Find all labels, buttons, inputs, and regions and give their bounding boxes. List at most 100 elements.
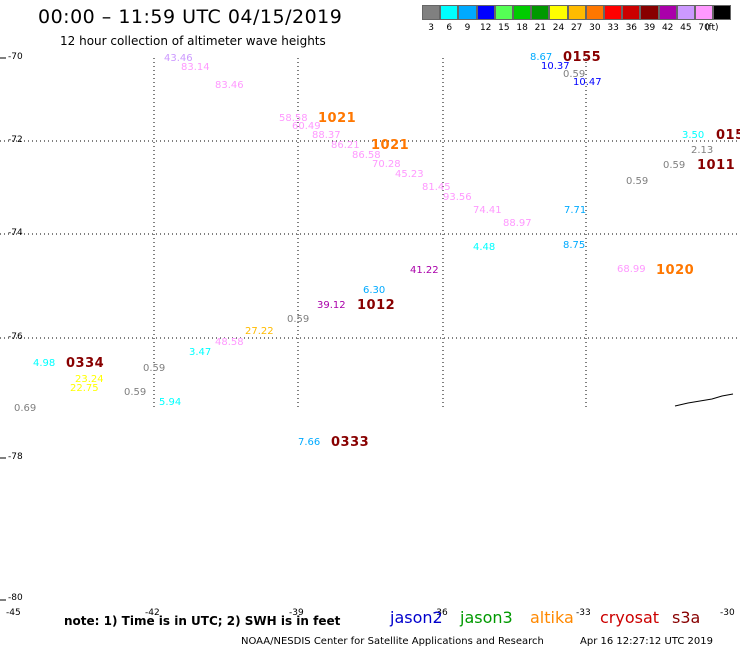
colorbar-swatch (440, 5, 459, 20)
wave-height-label: 60.49 (292, 121, 321, 132)
wave-height-label: 74.41 (473, 205, 502, 216)
wave-height-label: 0.59 (563, 69, 586, 80)
colorbar-tick-label: 21 (534, 23, 547, 33)
wave-height-label: 3.47 (189, 347, 212, 358)
wave-height-label: 7.71 (564, 205, 587, 216)
lat-label: -70 (8, 52, 23, 62)
wave-height-label: 88.37 (312, 130, 341, 141)
lon-label: -36 (433, 608, 448, 618)
units-note: note: 1) Time is in UTC; 2) SWH is in fe… (64, 614, 341, 628)
pass-time-label: 0333 (331, 435, 370, 450)
pass-time-label: 1012 (357, 298, 396, 313)
wave-height-label: 70.28 (372, 159, 401, 170)
colorbar-legend: 3 6 9 12 15 18 21 24 27 30 33 36 39 42 45 70 (ft) (0, 0, 740, 40)
wave-height-label: 86.21 (331, 140, 360, 151)
pass-time-label: 1021 (371, 138, 410, 153)
wave-height-label: 88.97 (503, 218, 532, 229)
lat-label: -74 (8, 228, 23, 238)
colorbar-swatch (513, 5, 532, 20)
wave-height-label: 41.22 (410, 265, 439, 276)
lat-label: -78 (8, 452, 23, 462)
wave-height-label: 58.58 (279, 113, 308, 124)
colorbar-tick-label: 9 (464, 23, 471, 33)
wave-height-label: 45.23 (395, 169, 424, 180)
colorbar-swatch (604, 5, 623, 20)
colorbar-tick-label: 36 (625, 23, 638, 33)
antarctic-coastline (674, 393, 734, 407)
wave-height-label: 39.12 (317, 300, 346, 311)
pass-time-label: 0155 (563, 50, 602, 65)
wave-height-label: 0.59 (124, 387, 147, 398)
colorbar-swatch (658, 5, 677, 20)
graticule (0, 58, 740, 410)
pass-time-label: 1021 (318, 111, 357, 126)
wave-height-label: 6.30 (363, 285, 386, 296)
colorbar-tick-label: 39 (643, 23, 656, 33)
pass-time-label: 1020 (656, 263, 695, 278)
wave-height-label: 0.59 (287, 314, 310, 325)
credit-footer: NOAA/NESDIS Center for Satellite Applica… (241, 636, 544, 647)
colorbar-swatch (695, 5, 714, 20)
lat-label: -76 (8, 332, 23, 342)
pass-time-label: 015 (716, 128, 740, 143)
colorbar-tick-label: 12 (479, 23, 492, 33)
satellite-legend-item: altika (530, 608, 574, 627)
pass-time-label: 0334 (66, 356, 105, 371)
wave-height-label: 0.59 (626, 176, 649, 187)
satellite-legend-item: s3a (672, 608, 701, 627)
wave-height-label: 93.56 (443, 192, 472, 203)
wave-height-label: 8.67 (530, 52, 553, 63)
colorbar-tick-label: 24 (552, 23, 565, 33)
colorbar-tick-label: 18 (516, 23, 528, 33)
wave-height-label: 23.24 (75, 374, 104, 385)
wave-height-label: 7.66 (298, 437, 321, 448)
colorbar-tick-label: 15 (498, 23, 510, 33)
wave-height-label: 0.59 (663, 160, 686, 171)
colorbar-swatch (458, 5, 477, 20)
colorbar-tick-label: 27 (570, 23, 583, 33)
wave-height-label: 86.58 (352, 150, 381, 161)
wave-height-label: 68.99 (617, 264, 646, 275)
colorbar-swatch (494, 5, 513, 20)
colorbar-swatch (422, 5, 441, 20)
lon-label: -33 (576, 608, 591, 618)
colorbar-tick-label: 45 (680, 23, 692, 33)
colorbar-swatch (640, 5, 659, 20)
pass-time-label: 1011 (697, 158, 736, 173)
lon-label: -39 (289, 608, 304, 618)
colorbar-tick-label: 3 (428, 23, 434, 33)
wave-height-label: 3.50 (682, 130, 705, 141)
generation-timestamp: Apr 16 12:27:12 UTC 2019 (580, 636, 713, 647)
lon-label: -45 (6, 608, 21, 618)
colorbar-tick-label: 33 (607, 23, 619, 33)
satellite-legend-item: jason2 (390, 608, 443, 627)
colorbar-unit: (ft) (705, 23, 719, 33)
lon-label: -30 (720, 608, 735, 618)
colorbar-tick-label: 6 (446, 23, 453, 33)
colorbar-swatch (549, 5, 568, 20)
lat-ticks (0, 57, 6, 601)
wave-height-label: 8.75 (563, 240, 586, 251)
wave-height-label: 81.45 (422, 182, 451, 193)
wave-height-label: 83.14 (181, 62, 210, 73)
map-subtitle: 12 hour collection of altimeter wave hei… (60, 34, 326, 48)
colorbar-swatch (676, 5, 695, 20)
colorbar-tick-label: 30 (589, 23, 601, 33)
wave-height-label: 4.98 (33, 358, 56, 369)
wave-height-label: 5.94 (159, 397, 182, 408)
colorbar-swatch (585, 5, 604, 20)
wave-height-label: 83.46 (215, 80, 244, 91)
lat-label: -72 (8, 135, 23, 145)
colorbar-tick-label: 70 (698, 23, 710, 33)
wave-height-label: 0.69 (14, 403, 37, 414)
wave-height-label: 22.75 (70, 383, 99, 394)
wave-height-label: 0.59 (143, 363, 166, 374)
colorbar-swatch (713, 5, 732, 20)
wave-height-label: 2.13 (691, 145, 714, 156)
wave-height-label: 4.48 (473, 242, 496, 253)
colorbar-swatch (476, 5, 495, 20)
satellite-legend-item: jason3 (460, 608, 513, 627)
lon-label: -42 (145, 608, 160, 618)
wave-height-label: 43.46 (164, 53, 193, 64)
lat-label: -80 (8, 593, 23, 603)
